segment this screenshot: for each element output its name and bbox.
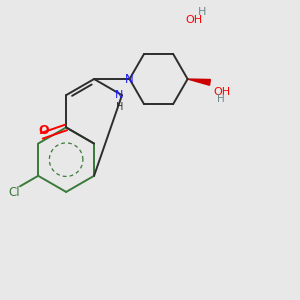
Text: N: N [124, 73, 133, 85]
Polygon shape [188, 79, 210, 85]
Text: H: H [218, 94, 225, 104]
Text: N: N [115, 90, 124, 100]
Text: Cl: Cl [8, 186, 20, 199]
Text: OH: OH [214, 87, 231, 97]
Text: H: H [116, 102, 123, 112]
Text: H: H [197, 7, 206, 17]
Text: O: O [38, 124, 49, 136]
Text: OH: OH [185, 15, 203, 25]
